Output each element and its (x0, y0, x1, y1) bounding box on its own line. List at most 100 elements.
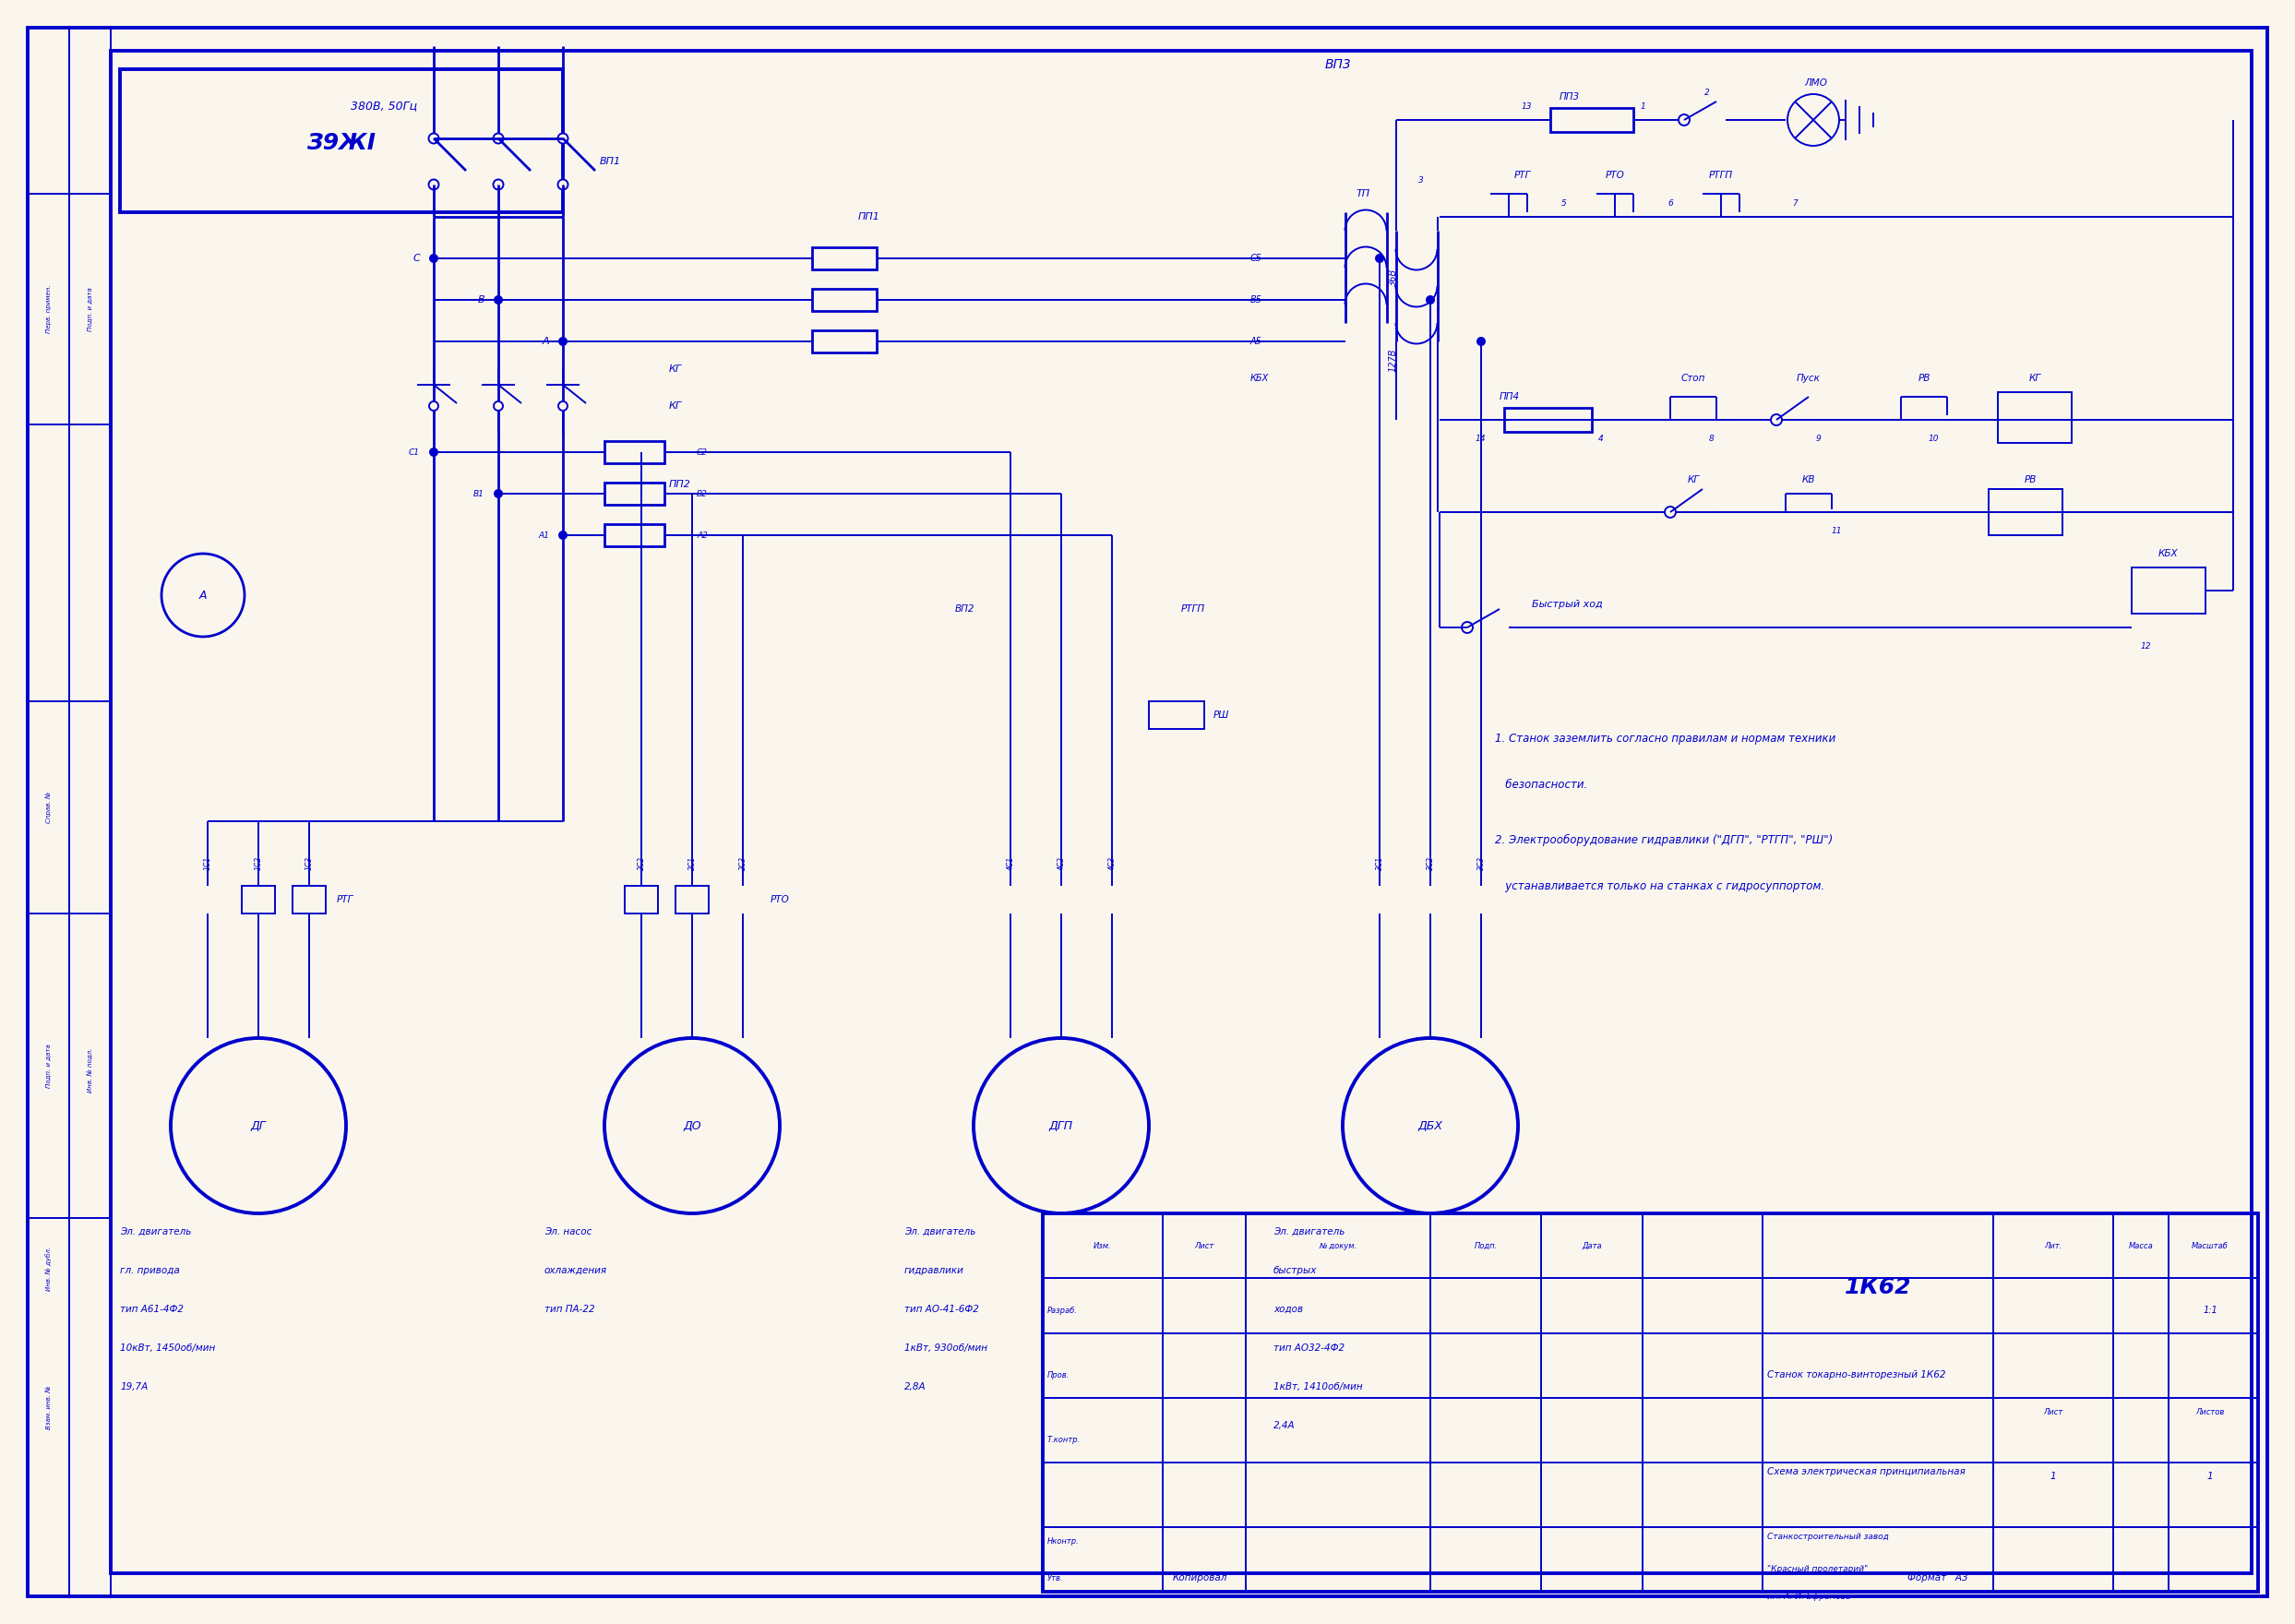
Text: Быстрый ход: Быстрый ход (1531, 599, 1602, 609)
Text: 2С2: 2С2 (638, 856, 645, 870)
Text: Пуск: Пуск (1797, 374, 1820, 383)
Circle shape (558, 531, 567, 539)
Text: 3С1: 3С1 (1375, 856, 1384, 870)
Circle shape (493, 296, 503, 305)
Circle shape (1476, 336, 1485, 346)
Text: 1К62: 1К62 (1845, 1276, 1912, 1298)
Circle shape (1425, 296, 1434, 305)
Text: 127В: 127В (1388, 348, 1398, 372)
Bar (624, 885, 659, 913)
Text: Дата: Дата (1581, 1241, 1602, 1250)
Text: 2. Электрооборудование гидравлики ("ДГП", "РТГП", "РШ"): 2. Электрооборудование гидравлики ("ДГП"… (1494, 833, 1834, 846)
Text: 4: 4 (1597, 434, 1604, 442)
Text: 2: 2 (1705, 88, 1710, 96)
Text: C2: C2 (698, 448, 707, 456)
Circle shape (493, 489, 503, 499)
Text: A2: A2 (698, 531, 707, 539)
Text: 1:1: 1:1 (2203, 1306, 2217, 1315)
Circle shape (429, 180, 438, 190)
Text: ДО: ДО (684, 1119, 702, 1132)
Bar (604, 442, 666, 463)
Text: РТО: РТО (1604, 171, 1625, 180)
Text: B2: B2 (698, 489, 707, 499)
Text: 3С3: 3С3 (1478, 856, 1485, 870)
Text: ходов: ходов (1274, 1304, 1304, 1314)
Text: Лит.: Лит. (2045, 1241, 2063, 1250)
Text: Справ. №: Справ. № (46, 791, 50, 823)
Circle shape (429, 253, 438, 263)
Text: 2,4А: 2,4А (1274, 1421, 1294, 1431)
Text: РТГ: РТГ (1515, 171, 1531, 180)
Text: 1кВт, 1410об/мин: 1кВт, 1410об/мин (1274, 1382, 1363, 1392)
Text: 3С2: 3С2 (1425, 856, 1434, 870)
Text: Лист: Лист (2043, 1408, 2063, 1416)
Text: Изм.: Изм. (1095, 1241, 1111, 1250)
Bar (1042, 1213, 2258, 1592)
Text: ПП3: ПП3 (1561, 93, 1579, 101)
Bar (675, 885, 709, 913)
Text: ДБХ: ДБХ (1418, 1119, 1444, 1132)
Text: КБХ: КБХ (2160, 549, 2178, 559)
Text: РТГП: РТГП (1710, 171, 1733, 180)
Text: ДГП: ДГП (1049, 1119, 1074, 1132)
Text: 1: 1 (2049, 1471, 2056, 1481)
Text: ПП4: ПП4 (1499, 391, 1519, 401)
Text: КГ: КГ (670, 364, 682, 374)
Circle shape (493, 401, 503, 411)
Text: B: B (477, 296, 484, 305)
Text: Листов: Листов (2196, 1408, 2224, 1416)
Circle shape (1375, 253, 1384, 263)
Text: 10: 10 (1928, 434, 1939, 442)
Text: 4С2: 4С2 (1058, 856, 1065, 870)
Text: B5: B5 (1251, 296, 1262, 305)
Text: 3: 3 (1418, 175, 1423, 184)
Text: быстрых: быстрых (1274, 1267, 1317, 1275)
Text: Утв.: Утв. (1047, 1574, 1063, 1582)
Text: Нконтр.: Нконтр. (1047, 1536, 1079, 1544)
Text: КВ: КВ (1802, 476, 1815, 484)
Bar (1503, 408, 1593, 432)
Text: 1кВт, 930об/мин: 1кВт, 930об/мин (904, 1343, 987, 1353)
Circle shape (558, 401, 567, 411)
Text: 1С2: 1С2 (255, 856, 262, 870)
Text: тип ПА-22: тип ПА-22 (544, 1304, 594, 1314)
Text: Т.контр.: Т.контр. (1047, 1436, 1081, 1444)
Text: Подп.: Подп. (1473, 1241, 1496, 1250)
Text: Схема электрическая принципиальная: Схема электрическая принципиальная (1767, 1466, 1965, 1476)
Text: КГ: КГ (1687, 476, 1698, 484)
Bar (1999, 391, 2072, 443)
Bar (28, 28, 69, 1596)
Bar (291, 885, 326, 913)
Text: 11: 11 (1831, 526, 1841, 534)
Circle shape (1772, 414, 1781, 425)
Text: гл. привода: гл. привода (119, 1267, 179, 1275)
Text: 2,8А: 2,8А (904, 1382, 927, 1392)
Text: Лист: Лист (1193, 1241, 1214, 1250)
Text: 1С3: 1С3 (305, 856, 314, 870)
Text: тип А61-4Ф2: тип А61-4Ф2 (119, 1304, 184, 1314)
Text: C5: C5 (1251, 253, 1262, 263)
Text: "Красный пролетарий": "Красный пролетарий" (1767, 1564, 1868, 1572)
Bar (604, 525, 666, 546)
Text: 14: 14 (1476, 434, 1485, 442)
Text: 1: 1 (1641, 102, 1646, 110)
Text: 36В: 36В (1388, 268, 1398, 286)
Text: РТО: РТО (771, 895, 789, 905)
Bar (2132, 567, 2205, 614)
Text: Перв. примен.: Перв. примен. (46, 284, 50, 333)
Text: 13: 13 (1522, 102, 1531, 110)
Text: Эл. двигатель: Эл. двигатель (1274, 1228, 1345, 1236)
Bar (812, 247, 877, 270)
Text: тип АО32-4Ф2: тип АО32-4Ф2 (1274, 1343, 1345, 1353)
Text: тип АО-41-6Ф2: тип АО-41-6Ф2 (904, 1304, 980, 1314)
Circle shape (1664, 507, 1675, 518)
Text: безопасности.: безопасности. (1494, 778, 1588, 791)
Circle shape (558, 180, 567, 190)
Text: 4С1: 4С1 (1005, 856, 1014, 870)
Text: 380В, 50Гц: 380В, 50Гц (351, 101, 418, 112)
Circle shape (493, 133, 503, 143)
Text: Эл. двигатель: Эл. двигатель (904, 1228, 975, 1236)
Text: ВП1: ВП1 (599, 158, 622, 166)
Text: Эл. насос: Эл. насос (544, 1228, 592, 1236)
Text: КГ: КГ (2029, 374, 2040, 383)
